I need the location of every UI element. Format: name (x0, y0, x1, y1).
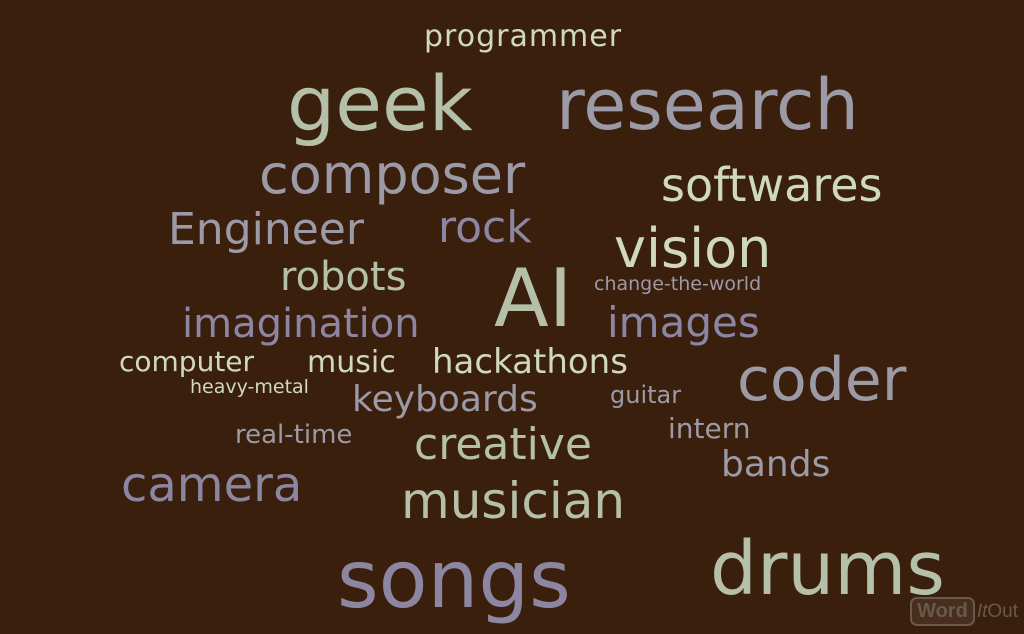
word-geek: geek (287, 59, 473, 148)
word-creative: creative (414, 419, 592, 470)
watermark-word: Word (910, 597, 975, 626)
word-imagination: imagination (182, 301, 420, 347)
word-bands: bands (721, 444, 831, 485)
word-hackathons: hackathons (432, 342, 628, 382)
word-softwares: softwares (661, 158, 883, 212)
word-robots: robots (280, 254, 407, 300)
word-musician: musician (401, 472, 626, 530)
word-keyboards: keyboards (352, 379, 538, 420)
word-images: images (607, 298, 760, 347)
watermark-it: It (976, 600, 988, 622)
word-camera: camera (121, 457, 303, 513)
word-change-the-world: change-the-world (594, 273, 762, 295)
word-ai: AI (494, 252, 573, 345)
word-guitar: guitar (610, 381, 682, 409)
watermark-out: Out (987, 600, 1018, 622)
word-engineer: Engineer (168, 204, 364, 255)
word-music: music (307, 345, 396, 380)
word-rock: rock (438, 202, 532, 253)
word-real-time: real-time (235, 420, 353, 450)
word-computer: computer (119, 345, 255, 378)
word-drums: drums (710, 526, 945, 612)
word-programmer: programmer (424, 19, 623, 54)
word-vision: vision (614, 217, 772, 280)
word-heavy-metal: heavy-metal (190, 376, 309, 398)
word-research: research (556, 64, 859, 146)
wordle-watermark: Word It Out (910, 597, 1018, 626)
word-coder: coder (737, 345, 907, 415)
word-songs: songs (337, 533, 571, 626)
word-intern: intern (668, 412, 751, 445)
word-composer: composer (259, 143, 526, 206)
